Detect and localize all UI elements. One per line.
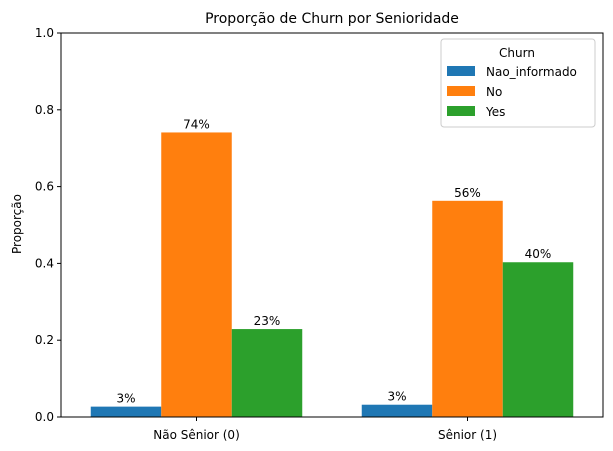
bar-yes [231,329,303,417]
bar-value-label: 3% [387,390,406,404]
legend-swatch [447,66,475,76]
bar-value-label: 56% [454,186,481,200]
bar-value-label: 74% [183,117,210,131]
legend-title: Churn [499,46,535,60]
y-tick-label: 0.4 [35,256,54,270]
bar-nao-informado [361,404,433,417]
y-tick-label: 0.2 [35,333,54,347]
bar-no [161,132,232,417]
x-tick-label: Não Sênior (0) [153,428,240,442]
bar-yes [502,262,574,417]
legend-label: Yes [485,105,505,119]
bar-value-label: 3% [116,392,135,406]
y-tick-label: 0.6 [35,180,54,194]
legend-swatch [447,106,475,116]
legend-swatch [447,86,475,96]
legend-label: Nao_informado [486,65,577,79]
bar-no [432,200,503,417]
chart-title: Proporção de Churn por Senioridade [205,11,459,27]
y-axis: 0.0 0.2 0.4 0.6 0.8 1.0 [35,26,61,424]
y-tick-label: 1.0 [35,26,54,40]
legend-frame [440,38,596,128]
x-tick-label: Sênior (1) [438,428,497,442]
bar-value-label: 23% [254,314,281,328]
bar-nao-informado [90,406,162,417]
plot-frame [60,32,604,418]
bars-group [90,132,574,417]
legend: Churn Nao_informado No Yes [440,38,596,128]
y-axis-label: Proporção [10,194,24,254]
y-tick-label: 0.8 [35,103,54,117]
bar-value-label: 40% [525,247,552,261]
legend-label: No [486,85,502,99]
x-axis: Não Sênior (0) Sênior (1) [153,417,497,442]
data-labels-group: 3% 74% 23% 3% 56% 40% [116,117,551,405]
y-tick-label: 0.0 [35,410,54,424]
